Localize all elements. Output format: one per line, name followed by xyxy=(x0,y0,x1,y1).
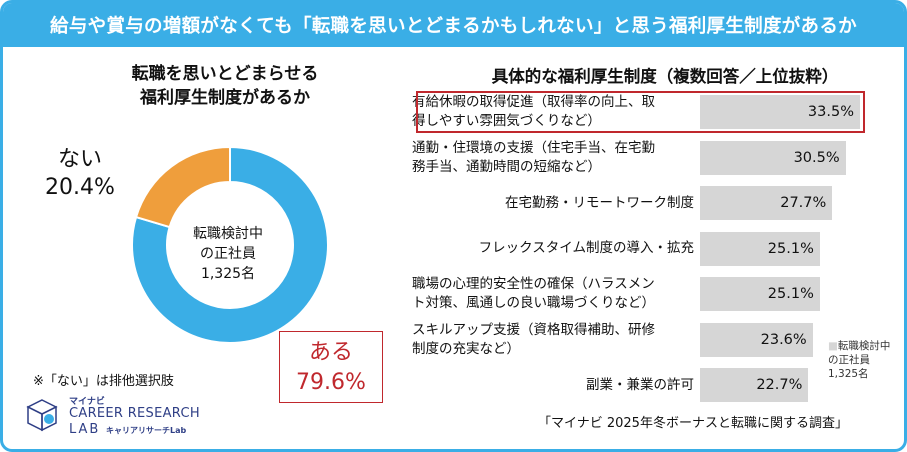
bar-legend: ■転職検討中 の正社員 1,325名 xyxy=(828,339,890,381)
bar-category-line1: スキルアップ支援（資格取得補助、研修 xyxy=(412,321,655,338)
no-slice-name: ない xyxy=(57,147,102,172)
bar-category-label-2: 通勤・住環境の支援（住宅手当、在宅勤 務手当、通勤時間の短縮など） xyxy=(412,139,694,177)
donut-heading-line1: 転職を思いとどまらせる xyxy=(131,64,319,84)
cube-logo-icon xyxy=(26,399,58,432)
bar-value-label-6: 23.6% xyxy=(760,331,807,348)
donut-chart xyxy=(131,145,329,344)
bar-value-label-5: 25.1% xyxy=(767,286,814,302)
donut-center-line2: の正社員 xyxy=(200,246,256,262)
bar-category-label-5: 職場の心理的安全性の確保（ハラスメン ト対策、風通しの良い職場づくりなど） xyxy=(412,275,694,313)
bar-category-label-3: 在宅勤務・リモートワーク制度 xyxy=(412,184,694,222)
bar-category-text: 在宅勤務・リモートワーク制度 xyxy=(505,194,694,213)
bar-category-label-4: フレックスタイム制度の導入・拡充 xyxy=(412,230,694,268)
legend-text-2: の正社員 xyxy=(828,354,870,366)
bar-category-label-1: 有給休暇の取得促進（取得率の向上、取 得しやすい雰囲気づくりなど） xyxy=(412,93,694,131)
bar-category-text: 通勤・住環境の支援（住宅手当、在宅勤 務手当、通勤時間の短縮など） xyxy=(412,139,655,177)
career-research-lab-logo: マイナビ CAREER RESEARCH LAB キャリアリサーチLab xyxy=(22,392,222,442)
donut-heading: 転職を思いとどまらせる 福利厚生制度があるか xyxy=(100,62,350,110)
bar-category-text: 副業・兼業の許可 xyxy=(586,376,694,395)
bar-category-line1: 在宅勤務・リモートワーク制度 xyxy=(505,194,694,211)
donut-center-line3: 1,325名 xyxy=(200,266,256,282)
legend-marker: ■ xyxy=(828,340,838,352)
bar-category-text: 有給休暇の取得促進（取得率の向上、取 得しやすい雰囲気づくりなど） xyxy=(412,93,655,131)
donut-heading-line2: 福利厚生制度があるか xyxy=(140,88,310,108)
no-slice-label: ない 20.4% xyxy=(30,146,130,202)
bar-category-line1: フレックスタイム制度の導入・拡充 xyxy=(478,240,694,256)
bar-category-text: 職場の心理的安全性の確保（ハラスメン ト対策、風通しの良い職場づくりなど） xyxy=(412,275,655,313)
bar-category-text: フレックスタイム制度の導入・拡充 xyxy=(479,239,694,258)
bar-category-line2: 務手当、通勤時間の短縮など） xyxy=(412,158,601,175)
bar-5 xyxy=(700,277,820,311)
page-title: 給与や賞与の増額がなくても「転職を思いとどまるかもしれない」と思う福利厚生制度が… xyxy=(3,3,904,47)
top-item-highlight-box xyxy=(416,91,865,133)
bar-category-line2: 制度の充実など） xyxy=(412,340,520,357)
no-slice-value: 20.4% xyxy=(45,175,115,200)
donut-slice-yes xyxy=(131,145,329,344)
logo-career-text: CAREER RESEARCH xyxy=(69,406,200,421)
donut-center-label: 転職検討中 の正社員 1,325名 xyxy=(178,224,278,284)
bar-category-label-7: 副業・兼業の許可 xyxy=(412,366,694,404)
bar-chart-heading: 具体的な福利厚生制度（複数回答／上位抜粋） xyxy=(491,67,839,86)
logo-lab-text: LAB xyxy=(69,422,101,437)
donut-slice-no xyxy=(134,145,231,229)
bar-7 xyxy=(700,368,809,402)
survey-source: 「マイナビ 2025年冬ボーナスと転職に関する調査」 xyxy=(538,416,848,431)
bar-value-label-1: 33.5% xyxy=(807,104,854,120)
bar-category-label-6: スキルアップ支援（資格取得補助、研修 制度の充実など） xyxy=(412,321,694,359)
yes-slice-name: ある xyxy=(308,340,353,365)
exclusive-option-note: ※「ない」は排他選択肢 xyxy=(33,374,174,389)
yes-slice-value: 79.6% xyxy=(296,370,366,395)
bar-3 xyxy=(700,186,833,220)
bar-6 xyxy=(700,322,813,357)
bar-category-line2: ト対策、風通しの良い職場づくりなど） xyxy=(412,295,655,311)
bar-category-line1: 職場の心理的安全性の確保（ハラスメン xyxy=(412,276,655,292)
bar-value-label-2: 30.5% xyxy=(793,149,840,166)
bar-category-text: スキルアップ支援（資格取得補助、研修 制度の充実など） xyxy=(412,321,655,359)
bar-2 xyxy=(700,140,846,175)
legend-text-1: 転職検討中 xyxy=(837,340,891,352)
bar-value-label-4: 25.1% xyxy=(767,240,814,257)
donut-center-line1: 転職検討中 xyxy=(193,226,263,242)
yes-slice-label: ある 79.6% xyxy=(279,331,383,403)
legend-text-3: 1,325名 xyxy=(828,368,869,380)
bar-category-line1: 有給休暇の取得促進（取得率の向上、取 xyxy=(412,94,655,110)
bar-category-line1: 通勤・住環境の支援（住宅手当、在宅勤 xyxy=(412,139,655,156)
bar-1 xyxy=(700,95,860,129)
logo-mynavi-text: マイナビ xyxy=(69,397,105,407)
bar-value-label-7: 22.7% xyxy=(756,377,803,393)
logo-sub-text: キャリアリサーチLab xyxy=(106,426,187,435)
bar-value-label-3: 27.7% xyxy=(780,195,827,211)
legend-line1: ■転職検討中 xyxy=(828,339,890,353)
bar-category-line2: 得しやすい雰囲気づくりなど） xyxy=(412,113,601,129)
bar-4 xyxy=(700,231,820,266)
bar-category-line1: 副業・兼業の許可 xyxy=(586,376,694,393)
